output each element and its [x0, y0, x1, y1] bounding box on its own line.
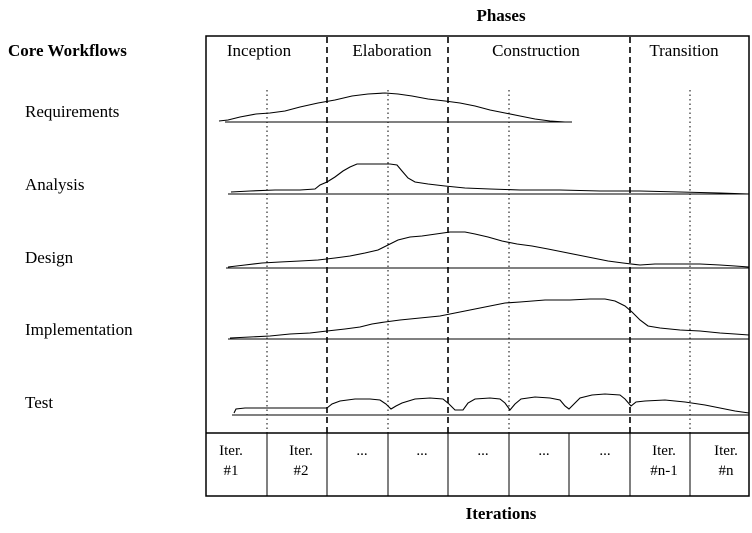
workflow-label-design: Design [25, 248, 74, 267]
iteration-label-n-1-line2: #n-1 [650, 463, 678, 479]
phases-title: Phases [476, 6, 526, 25]
iteration-label-1-line1: Iter. [219, 443, 243, 459]
iteration-label-n-line2: #n [719, 463, 735, 479]
test-effort-curve [233, 393, 750, 414]
analysis-effort-curve [230, 163, 750, 195]
phase-label-transition: Transition [649, 41, 719, 60]
workflow-label-implementation: Implementation [25, 320, 133, 339]
iteration-label-2-line2: #2 [294, 463, 309, 479]
iteration-label-5: ... [477, 443, 488, 459]
iteration-label-2-line1: Iter. [289, 443, 313, 459]
requirements-effort-curve [218, 92, 572, 123]
iteration-label-n-line1: Iter. [714, 443, 738, 459]
iteration-label-n-1-line1: Iter. [652, 443, 676, 459]
iteration-label-1-line2: #1 [224, 463, 239, 479]
iterations-title: Iterations [466, 504, 537, 523]
design-effort-curve [227, 231, 750, 268]
iteration-label-4: ... [416, 443, 427, 459]
workflow-label-analysis: Analysis [25, 175, 85, 194]
iteration-label-7: ... [599, 443, 610, 459]
workflow-label-requirements: Requirements [25, 102, 119, 121]
core-workflows-title: Core Workflows [8, 41, 127, 60]
workflow-label-test: Test [25, 393, 53, 412]
diagram-frame [205, 35, 750, 497]
implementation-effort-curve [229, 298, 750, 339]
phase-label-elaboration: Elaboration [352, 41, 432, 60]
phase-label-inception: Inception [227, 41, 292, 60]
iteration-label-6: ... [538, 443, 549, 459]
iteration-label-3: ... [356, 443, 367, 459]
phase-label-construction: Construction [492, 41, 580, 60]
